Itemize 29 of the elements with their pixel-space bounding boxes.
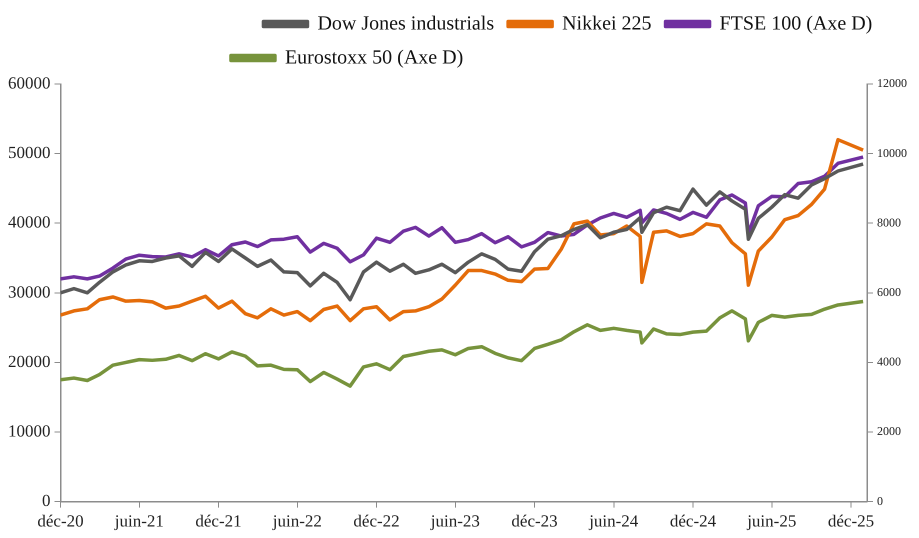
x-tick-label: juin-25 [746, 511, 796, 530]
y2-tick-label: 2000 [877, 424, 901, 438]
legend-label: Eurostoxx 50 (Axe D) [284, 46, 464, 68]
x-tick-label: déc-24 [670, 511, 717, 530]
x-tick-label: déc-23 [511, 511, 558, 530]
x-tick-label: déc-20 [37, 511, 84, 530]
x-tick-label: déc-25 [828, 511, 874, 530]
legend-label: Nikkei 225 [562, 12, 652, 34]
y-tick-label: 10000 [8, 421, 50, 440]
y-tick-label: 40000 [8, 212, 50, 232]
y2-tick-label: 6000 [877, 284, 901, 299]
x-tick-label: déc-21 [195, 511, 242, 530]
y-tick-label: 30000 [8, 282, 50, 302]
y-tick-label: 60000 [8, 73, 50, 92]
x-tick-label: juin-23 [430, 511, 480, 530]
x-tick-label: juin-21 [114, 511, 164, 530]
y2-tick-label: 4000 [877, 354, 901, 369]
y-tick-label: 0 [42, 491, 50, 510]
legend-label: FTSE 100 (Axe D) [720, 12, 872, 34]
y2-tick-label: 8000 [877, 215, 901, 230]
y-tick-label: 50000 [8, 143, 50, 162]
x-tick-label: juin-22 [272, 511, 322, 530]
y-tick-label: 20000 [8, 352, 50, 371]
y2-tick-label: 0 [877, 494, 883, 508]
y2-tick-label: 10000 [877, 146, 907, 160]
x-tick-label: déc-22 [353, 511, 400, 530]
legend-label: Dow Jones industrials [317, 12, 494, 34]
x-tick-label: juin-24 [588, 511, 639, 530]
y2-tick-label: 12000 [877, 76, 907, 90]
